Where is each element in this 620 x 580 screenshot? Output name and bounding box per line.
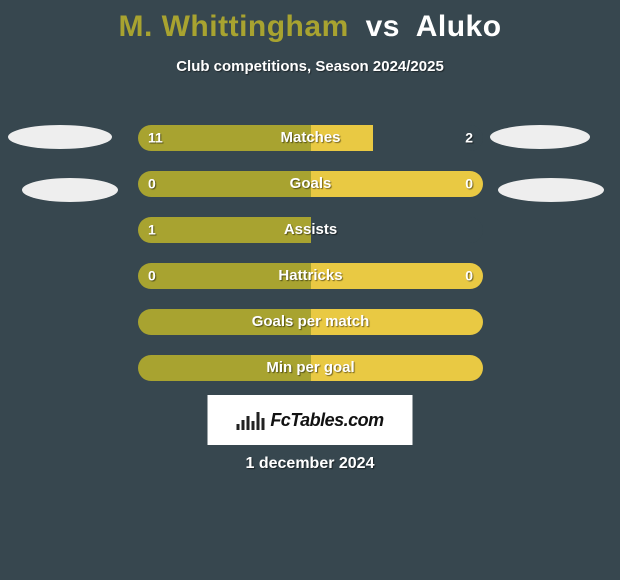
stat-row: Goals per match [138, 309, 483, 335]
stat-value-right: 2 [465, 130, 473, 146]
player1-name: M. Whittingham [118, 10, 348, 43]
stat-row: Goals00 [138, 171, 483, 197]
brand-badge: FcTables.com [208, 395, 413, 445]
stat-row: Min per goal [138, 355, 483, 381]
stat-value-left: 0 [148, 268, 156, 284]
stat-value-right: 0 [465, 268, 473, 284]
player2-flag-bottom [498, 178, 604, 202]
stats-chart: Matches112Goals00Assists1Hattricks00Goal… [138, 125, 483, 401]
stat-row: Assists1 [138, 217, 483, 243]
player1-flag-bottom [22, 178, 118, 202]
player2-name: Aluko [416, 10, 502, 43]
stat-row: Matches112 [138, 125, 483, 151]
player2-flag-top [490, 125, 590, 149]
stat-value-right: 0 [465, 176, 473, 192]
stat-value-left: 11 [148, 130, 163, 146]
comparison-title: M. Whittingham vs Aluko [0, 0, 620, 44]
brand-bars-icon [236, 410, 264, 430]
stat-value-left: 1 [148, 222, 156, 238]
vs-text: vs [366, 10, 400, 43]
player1-flag-top [8, 125, 112, 149]
stat-row: Hattricks00 [138, 263, 483, 289]
date-text: 1 december 2024 [0, 455, 620, 473]
subtitle: Club competitions, Season 2024/2025 [0, 58, 620, 75]
stat-value-left: 0 [148, 176, 156, 192]
brand-text: FcTables.com [270, 410, 383, 431]
